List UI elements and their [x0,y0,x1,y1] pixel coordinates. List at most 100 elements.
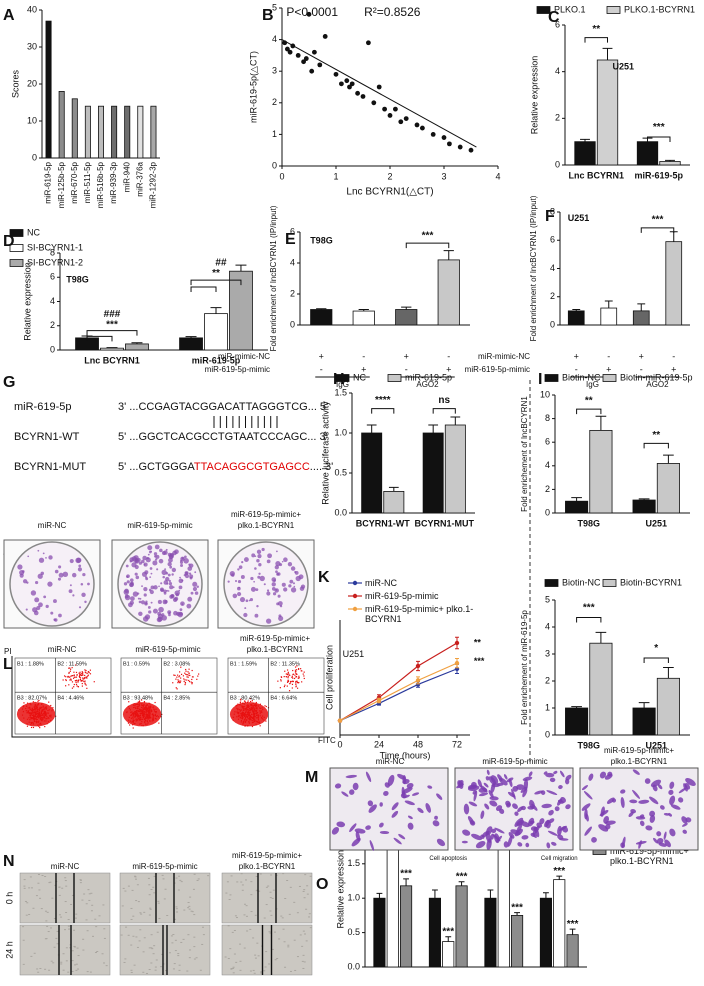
y-axis-label: Relative expression [529,56,539,135]
colony [132,591,139,597]
cell [656,838,664,844]
event [177,674,179,676]
event [185,670,187,672]
texture [308,913,311,915]
cell [605,824,611,830]
texture [175,906,178,908]
event [69,668,72,670]
legend-swatch [602,374,617,382]
colony [69,558,74,564]
texture [281,917,284,919]
cell [336,821,346,828]
texture [64,901,67,903]
cell [546,790,558,796]
event [296,673,298,675]
colony [189,576,193,580]
texture [197,878,200,880]
colony [138,600,142,604]
texture [81,899,84,901]
cell [480,810,485,819]
event [65,679,67,682]
event [303,675,305,677]
colony [138,561,143,565]
texture [301,945,304,947]
texture [53,946,56,948]
event [71,675,73,677]
quadrant-label: B3 : 82.07% [17,696,47,702]
y-tick-label: 6 [545,437,550,447]
event [177,682,179,684]
colony [149,590,154,595]
event [86,677,88,679]
error-bar [443,250,454,260]
colony [32,607,38,613]
texture [233,953,236,955]
legend-marker [352,593,358,599]
row-sign: - [362,351,365,361]
colony [238,565,243,569]
point [355,90,360,96]
texture [236,881,239,883]
event [74,676,76,678]
bar [422,432,444,514]
event [138,701,141,703]
panel-letter: G [3,374,15,391]
annotation: ns [438,395,450,406]
event [81,671,83,673]
texture [39,967,42,969]
x-tick-label: miR-516b-5p [96,161,105,208]
texture [252,937,255,939]
texture [24,900,27,902]
cell [407,815,413,820]
bar [204,313,228,351]
error-bar [571,706,582,708]
texture [263,917,266,919]
event [132,727,134,729]
texture [254,957,257,959]
annotation: *** [652,215,664,226]
texture [174,918,177,920]
texture [196,879,199,881]
event [287,671,289,673]
event [196,678,198,680]
cell [525,842,530,848]
error-bar [131,342,143,344]
texture [46,925,49,927]
cell [477,779,483,788]
y-tick-label: 0 [545,729,550,739]
event [79,677,82,679]
colony [139,597,142,600]
y-tick-label: 4 [545,621,550,631]
cell [598,824,609,832]
texture [28,913,31,915]
texture [287,944,290,946]
event [296,665,298,667]
colony [58,565,62,569]
texture [65,947,68,949]
colony [42,552,45,555]
bar [84,105,91,159]
texture [32,907,35,909]
event [65,685,67,687]
texture [122,887,125,889]
row-label: 0 h [4,892,14,905]
texture [287,946,290,948]
cell [345,774,358,779]
colony [145,600,148,603]
y-tick-label: 8 [550,206,555,216]
texture [241,889,244,891]
point [414,122,420,128]
annotation: ** [585,396,593,407]
texture [229,948,232,950]
texture [265,904,268,906]
colony [165,548,168,551]
texture [56,943,59,945]
texture [177,955,180,957]
colony [150,601,153,604]
event [32,701,34,703]
y-tick-label: 2 [272,97,277,107]
event [287,677,289,679]
colony [130,581,134,585]
wound-image [221,924,313,976]
texture [302,954,305,956]
